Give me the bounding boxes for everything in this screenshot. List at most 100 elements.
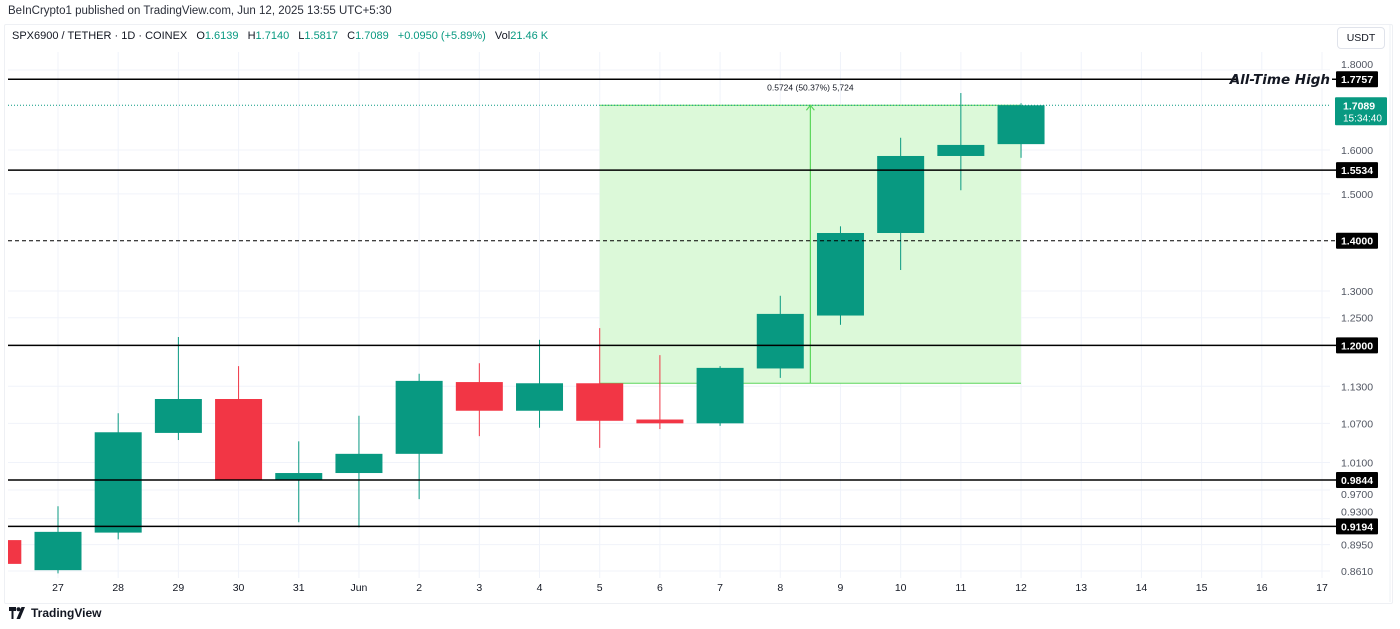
candle[interactable] [275, 441, 323, 523]
candle[interactable] [34, 506, 82, 574]
open-value: 1.6139 [204, 30, 239, 42]
candle-body [395, 380, 443, 454]
candle[interactable] [94, 413, 142, 540]
measure-arrow-head-icon [805, 104, 815, 111]
date-tick-label: 10 [895, 582, 907, 594]
candle-body [455, 382, 503, 411]
candle-body [335, 453, 383, 474]
level-price-label: 1.5534 [1341, 165, 1373, 177]
candle[interactable] [516, 339, 564, 428]
price-tick-label: 1.3000 [1341, 286, 1373, 298]
candle[interactable] [636, 355, 684, 430]
candle-body [215, 399, 263, 481]
date-tick-label: 14 [1136, 582, 1148, 594]
date-tick-label: 6 [657, 582, 663, 594]
last-price-badge [1335, 97, 1387, 126]
price-tick-label: 1.1300 [1341, 381, 1373, 393]
close-label: C [347, 30, 356, 42]
candle[interactable] [816, 226, 864, 325]
date-tick-label: 31 [293, 582, 305, 594]
candle[interactable] [937, 93, 985, 191]
level-price-label: 1.4000 [1341, 236, 1373, 248]
date-tick-label: 11 [955, 582, 966, 594]
chart-frame [4, 24, 1393, 604]
price-tick-label: 1.6000 [1341, 145, 1373, 157]
date-tick-label: 9 [838, 582, 844, 594]
candle[interactable] [696, 366, 744, 426]
candle-body [937, 144, 985, 156]
level-price-badge [1336, 162, 1378, 179]
candle-body [756, 313, 804, 369]
symbol-name[interactable]: SPX6900 / TETHER · 1D · COINEX [12, 30, 188, 42]
date-tick-label: 29 [173, 582, 185, 594]
price-tick-label: 0.8950 [1341, 540, 1373, 552]
date-tick-label: 30 [233, 582, 245, 594]
candle-body [154, 399, 202, 433]
candle[interactable] [877, 137, 925, 270]
price-tick-label: 1.5000 [1341, 189, 1373, 201]
level-price-label: 1.2000 [1341, 340, 1373, 352]
measure-label: 0.5724 (50.37%) 5,724 [767, 82, 854, 92]
level-price-badge [1336, 518, 1378, 535]
date-tick-label: 15 [1196, 582, 1208, 594]
publisher-caption: BeInCrypto1 published on TradingView.com… [8, 5, 392, 17]
currency-button[interactable]: USDT [1337, 27, 1385, 49]
footer-brand[interactable]: TradingView [9, 606, 101, 620]
level-price-label: 1.7757 [1341, 74, 1373, 86]
date-tick-label: 8 [777, 582, 783, 594]
candle[interactable] [335, 415, 383, 528]
volume-value: 21.46 K [510, 30, 549, 42]
date-tick-label: 5 [597, 582, 603, 594]
date-tick-label: 12 [1015, 582, 1027, 594]
date-tick-label: 27 [52, 582, 64, 594]
price-tick-label: 1.0700 [1341, 418, 1373, 430]
annotation-bg [1236, 70, 1332, 89]
candle[interactable] [215, 366, 263, 481]
date-tick-label: 28 [112, 582, 124, 594]
candle-body [576, 383, 624, 421]
candle-body [636, 419, 684, 424]
open-label: O [196, 30, 205, 42]
high-value: 1.7140 [255, 30, 290, 42]
high-label: H [247, 30, 256, 42]
date-tick-label: 13 [1075, 582, 1087, 594]
plot-area [0, 93, 1330, 574]
level-price-label: 0.9844 [1341, 475, 1373, 487]
low-label: L [298, 30, 305, 42]
candle-body [877, 155, 925, 233]
all-time-high-annotation: All-Time High [1229, 72, 1330, 88]
candle-body [516, 383, 564, 411]
volume-label: Vol [494, 30, 511, 42]
date-tick-label: 2 [416, 582, 422, 594]
date-tick-label: 4 [537, 582, 543, 594]
candle[interactable] [997, 103, 1045, 158]
date-tick-label: 16 [1256, 582, 1268, 594]
candle[interactable] [154, 336, 202, 441]
bar-countdown-label: 15:34:40 [1343, 113, 1382, 124]
candle[interactable] [756, 295, 804, 378]
candle-body [8, 540, 22, 564]
candle[interactable] [395, 373, 443, 500]
candle[interactable] [455, 363, 503, 437]
tradingview-logo-icon [9, 607, 25, 619]
price-tick-label: 0.9300 [1341, 506, 1373, 518]
change-value: +0.0950 (+5.89%) [397, 30, 486, 42]
price-tick-label: 0.9700 [1341, 489, 1373, 501]
date-tick-label: 7 [717, 582, 723, 594]
last-price-label: 1.7089 [1343, 100, 1375, 112]
candle-body [94, 432, 142, 533]
candle[interactable] [576, 328, 624, 448]
level-price-badge [1336, 337, 1378, 354]
date-tick-label: 3 [476, 582, 482, 594]
level-price-badge [1336, 471, 1378, 488]
level-price-label: 0.9194 [1341, 521, 1373, 533]
low-value: 1.5817 [304, 30, 339, 42]
candle-body [34, 531, 82, 571]
price-tick-label: 1.2500 [1341, 313, 1373, 325]
candle-body [997, 105, 1045, 145]
candle-body [275, 473, 323, 481]
price-tick-label: 1.8000 [1341, 59, 1373, 71]
candle[interactable] [0, 537, 22, 570]
date-tick-label: Jun [350, 582, 367, 594]
